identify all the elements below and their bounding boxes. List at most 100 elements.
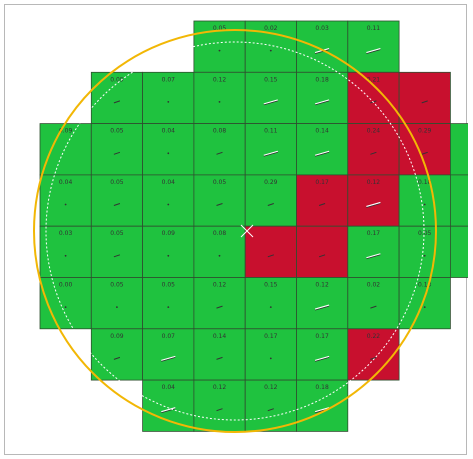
die-cell: 0.33: [449, 174, 468, 227]
die-vector-tick: [113, 356, 121, 360]
die-cell: 0.17: [296, 174, 349, 227]
die-rect: [142, 379, 195, 432]
die-rect: [244, 328, 297, 381]
die-vector-tick: [267, 408, 274, 412]
die-vector-arrow: [314, 355, 330, 362]
die-value-label: 0.04: [162, 179, 176, 186]
wafer-map: 0.05 0.02 0.03 0.11 0.09 0.07 0.12 0.15 0.18 0.21…: [33, 20, 468, 433]
die-value-label: 0.00: [59, 282, 73, 289]
die-cell: 0.18: [296, 379, 349, 432]
die-cell: 0.09: [142, 225, 195, 278]
die-value-label: 0.05: [162, 282, 176, 289]
die-value-label: 0.17: [367, 230, 381, 237]
die-vector-tick: [421, 100, 428, 104]
die-value-label: 0.05: [213, 179, 227, 186]
die-value-label: 0.04: [162, 384, 176, 391]
die-value-label: 0.12: [315, 282, 329, 289]
die-vector-tick: [113, 254, 121, 258]
die-rect: [39, 174, 92, 227]
die-rect: [244, 123, 297, 176]
die-rect: [347, 123, 400, 176]
die-rect: [193, 225, 246, 278]
die-cell: 0.11: [347, 20, 400, 73]
die-cell: 0.17: [347, 225, 400, 278]
die-value-label: 0.13: [418, 282, 432, 289]
die-vector-dot: [116, 306, 118, 308]
die-value-label: 0.05: [110, 230, 124, 237]
die-vector-tick: [370, 151, 377, 155]
die-rect: [296, 123, 349, 176]
die-vector-dot: [218, 254, 221, 257]
die-value-label: 0.08: [213, 128, 227, 135]
die-cell: [398, 71, 451, 125]
die-value-label: 0.29: [418, 128, 432, 135]
die-cell: 0.09: [90, 71, 144, 125]
die-value-label: 0.17: [264, 333, 278, 340]
wafer-map-panel: 0.05 0.02 0.03 0.11 0.09 0.07 0.12 0.15 0.18 0.21…: [4, 4, 468, 455]
die-value-label: 0.18: [418, 179, 432, 186]
die-rect: [244, 379, 297, 432]
die-vector-tick: [318, 203, 326, 206]
die-cell: 0.04: [142, 123, 195, 176]
die-value-label: 0.24: [367, 128, 381, 135]
die-value-label: 0.18: [315, 384, 329, 391]
wafer-center-cross-icon: [240, 224, 254, 238]
die-rect: [142, 71, 195, 125]
die-vector-marks: [64, 48, 428, 414]
die-cell: 0.12: [244, 379, 297, 432]
die-cell: 0.12: [347, 174, 400, 227]
die-vector-tick: [267, 203, 274, 206]
die-value-label: 0.11: [264, 128, 278, 135]
die-rect: [244, 277, 297, 330]
die-cell: 0.07: [142, 328, 195, 381]
die-rect: [142, 328, 195, 381]
die-vector-arrow: [161, 355, 176, 362]
wafer-inner-ring: [45, 41, 425, 421]
die-vector-tick: [216, 151, 223, 155]
die-vector-arrow: [314, 99, 330, 106]
die-value-label: 0.03: [59, 230, 73, 237]
die-rect: [90, 123, 144, 176]
die-rect: [193, 174, 246, 227]
die-cell: 0.02: [244, 20, 297, 73]
die-vector-tick: [216, 305, 223, 309]
die-vector-tick: [113, 203, 121, 206]
die-rect: [398, 71, 451, 125]
die-cell: 0.05: [449, 225, 468, 278]
die-rect: [347, 71, 400, 125]
die-cell: 0.12: [193, 71, 246, 125]
die-cell: [244, 225, 297, 278]
die-value-label: 0.08: [213, 230, 227, 237]
die-rect: [449, 225, 468, 278]
die-cell: 0.11: [244, 123, 297, 176]
die-rect: [142, 123, 195, 176]
die-value-label: 0.09: [59, 128, 73, 135]
die-vector-dot: [423, 306, 426, 308]
die-value-label: 0.11: [367, 25, 381, 32]
die-cell: 0.04: [142, 379, 195, 432]
die-rect: [347, 328, 400, 381]
wafer-outline: [33, 29, 437, 433]
die-rect: [296, 379, 349, 432]
die-value-label: 0.05: [213, 25, 227, 32]
die-cell: 0.03: [39, 225, 92, 278]
die-cell: 0.05: [90, 225, 144, 278]
die-value-label: 0.12: [264, 384, 278, 391]
die-rect: [193, 328, 246, 381]
die-vector-arrow: [263, 150, 278, 157]
die-cell: 0.15: [244, 71, 297, 125]
die-value-label: 0.07: [162, 333, 176, 340]
die-cell: 0.17: [296, 328, 349, 381]
die-rect: [347, 174, 400, 227]
die-vector-tick: [421, 151, 428, 155]
die-value-label: 0.29: [264, 179, 278, 186]
die-cell: [296, 225, 349, 278]
die-value-label: 0.22: [367, 333, 381, 340]
die-vector-dot: [218, 101, 221, 103]
die-value-label: 0.17: [315, 179, 329, 186]
die-vector-dot: [167, 203, 170, 206]
die-value-label: 0.04: [162, 128, 176, 135]
die-value-label: 0.15: [264, 282, 278, 289]
die-value-label: 0.09: [110, 76, 124, 83]
die-vector-tick: [318, 254, 326, 258]
